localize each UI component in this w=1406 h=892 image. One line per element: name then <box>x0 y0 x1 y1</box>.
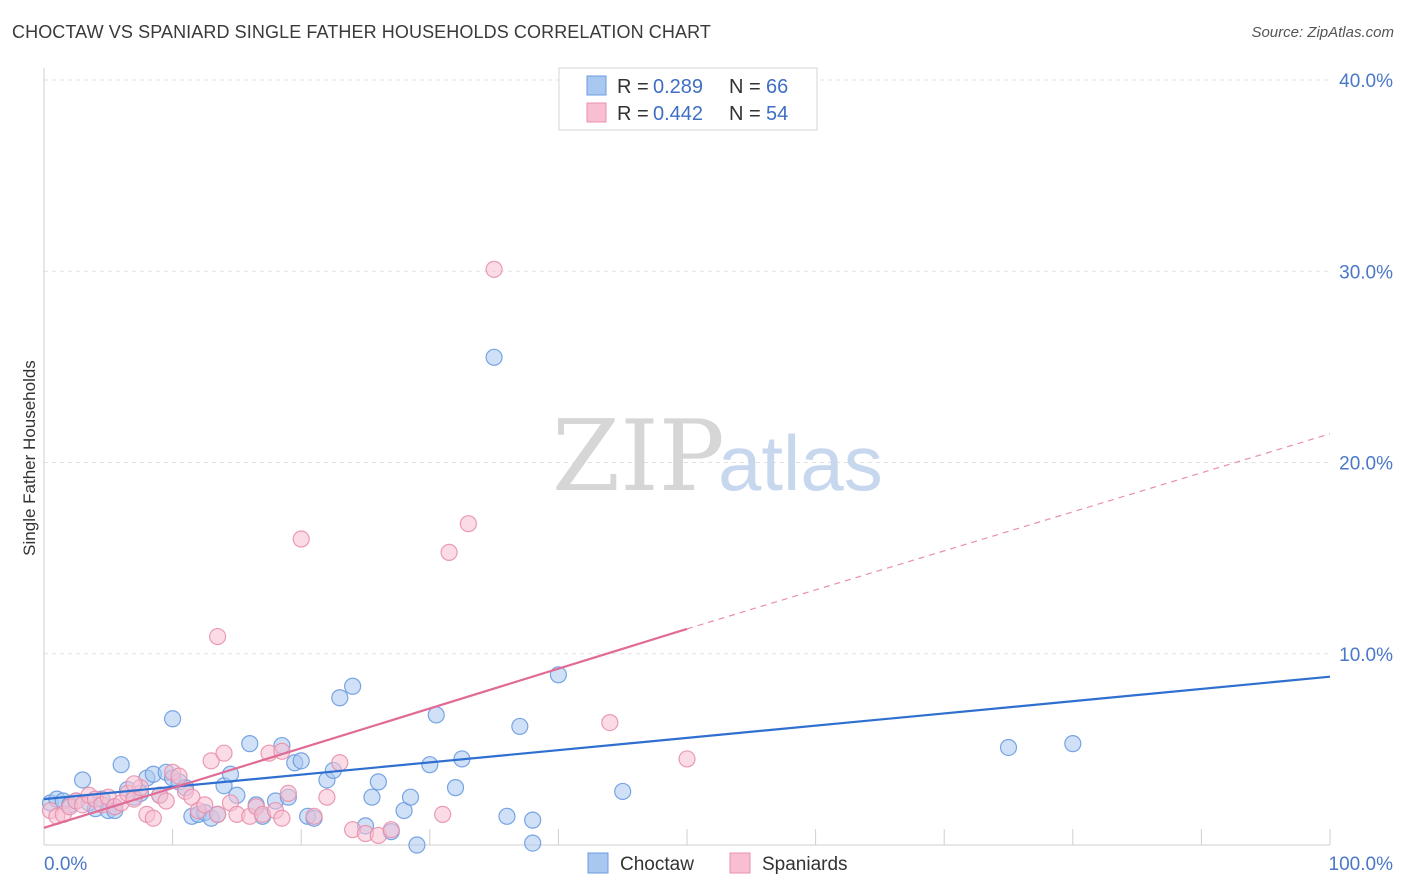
legend-swatch-spaniards <box>586 102 607 123</box>
data-point <box>273 809 291 827</box>
data-point <box>73 771 92 789</box>
legend-r-value: 0.289 <box>653 76 703 98</box>
correlation-legend: R = 0.289 N = 66 R = 0.442 N = 54 <box>558 67 818 131</box>
data-point <box>498 807 516 825</box>
legend-r-value: 0.442 <box>653 103 703 125</box>
legend-n-label: N = <box>729 103 761 125</box>
data-point <box>524 834 542 852</box>
series-swatch-choctaw <box>587 852 609 874</box>
data-point <box>485 348 503 366</box>
data-point <box>434 805 452 824</box>
data-point <box>408 836 426 854</box>
data-point <box>144 809 162 827</box>
legend-r-label: R = <box>617 103 649 125</box>
page-title: CHOCTAW VS SPANIARD SINGLE FATHER HOUSEH… <box>12 22 711 42</box>
series-legend: Choctaw Spaniards <box>587 852 848 875</box>
legend-row-spaniards: R = 0.442 N = 54 <box>586 102 788 125</box>
data-point <box>241 735 259 753</box>
data-point <box>209 805 227 824</box>
data-point <box>678 750 696 768</box>
data-point <box>170 767 188 785</box>
data-point <box>112 756 130 774</box>
trend-extension-spaniards <box>686 433 1331 630</box>
legend-r-label: R = <box>617 76 649 98</box>
data-point <box>196 796 214 814</box>
data-point <box>382 821 400 839</box>
data-point <box>485 260 503 278</box>
watermark-zip: ZIP <box>552 400 725 514</box>
data-point <box>459 515 477 533</box>
data-point <box>318 788 336 806</box>
series-label-choctaw: Choctaw <box>620 854 694 875</box>
data-point <box>369 773 387 791</box>
series-label-spaniards: Spaniards <box>762 854 848 875</box>
data-point <box>401 788 420 806</box>
data-point <box>292 530 310 548</box>
data-point <box>157 792 175 810</box>
y-tick-label: 10.0% <box>1339 645 1393 666</box>
x-tick-label: 0.0% <box>44 854 87 875</box>
trend-lines <box>43 433 1331 829</box>
grid-lines <box>44 79 1330 655</box>
series-legend-spaniards[interactable]: Spaniards <box>729 852 848 875</box>
data-point <box>164 710 182 728</box>
data-point <box>614 782 632 801</box>
legend-swatch-choctaw <box>586 75 607 96</box>
data-point <box>331 754 349 772</box>
trend-line-choctaw <box>43 675 1331 801</box>
y-axis-label: Single Father Households <box>20 360 39 556</box>
data-point <box>344 677 362 695</box>
data-point <box>292 752 310 770</box>
data-point <box>427 706 445 724</box>
data-point <box>279 784 297 802</box>
data-point <box>215 744 233 762</box>
data-point <box>440 543 458 561</box>
data-points <box>41 260 1082 854</box>
source-credit: Source: ZipAtlas.com <box>1251 24 1394 41</box>
data-point <box>202 752 220 770</box>
data-point <box>999 738 1018 757</box>
legend-n-label: N = <box>729 76 761 98</box>
watermark: ZIP atlas <box>552 400 883 514</box>
trend-line-spaniards <box>43 627 688 829</box>
data-point <box>1064 735 1082 753</box>
axes <box>43 68 1331 846</box>
data-point <box>511 717 529 736</box>
data-point <box>421 756 439 774</box>
legend-n-value: 66 <box>766 76 788 98</box>
data-point <box>363 788 381 806</box>
y-tick-labels: 10.0% 20.0% 30.0% 40.0% <box>1339 71 1393 666</box>
watermark-atlas: atlas <box>718 419 883 507</box>
legend-row-choctaw: R = 0.289 N = 66 <box>586 75 788 98</box>
data-point <box>446 779 465 797</box>
data-point <box>125 775 143 793</box>
data-point <box>331 689 349 707</box>
data-point <box>305 807 323 825</box>
legend-n-value: 54 <box>766 103 788 125</box>
series-swatch-spaniards <box>729 852 751 874</box>
y-tick-label: 20.0% <box>1339 454 1393 475</box>
series-legend-choctaw[interactable]: Choctaw <box>587 852 694 875</box>
series-spaniards-points <box>41 260 696 845</box>
y-tick-label: 30.0% <box>1339 262 1393 283</box>
x-tick-label: 100.0% <box>1329 854 1394 875</box>
data-point <box>209 627 227 646</box>
x-tick-labels: 0.0% 100.0% <box>44 854 1393 875</box>
y-tick-label: 40.0% <box>1339 71 1393 92</box>
data-point <box>601 713 619 732</box>
data-point <box>524 811 542 829</box>
